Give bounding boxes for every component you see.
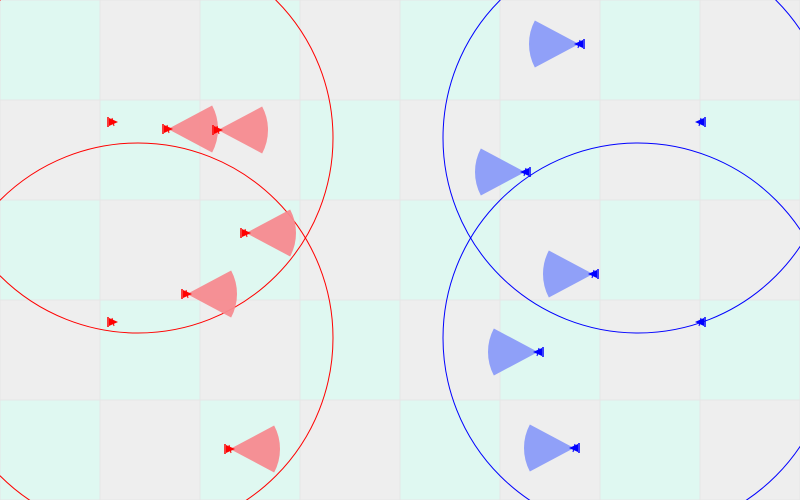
board-tile[interactable] [99, 199, 201, 301]
board-tile[interactable] [99, 99, 201, 201]
unit-tick-mark [577, 39, 581, 49]
red-vision-cone [218, 106, 268, 154]
red-vision-cone [168, 105, 218, 153]
board-tile[interactable] [699, 299, 800, 401]
board-tile[interactable] [699, 0, 800, 101]
unit-tick-mark [698, 117, 702, 127]
red-unit-marker[interactable] [212, 125, 223, 135]
blue-unit-marker[interactable] [533, 347, 544, 357]
board-tile[interactable] [99, 399, 201, 500]
unit-tick-mark [228, 444, 232, 454]
board-tile[interactable] [0, 299, 101, 401]
vision-cones [168, 20, 593, 473]
blue-vision-cone [543, 250, 593, 298]
board-tile[interactable] [399, 0, 501, 101]
blue-unit-marker[interactable] [569, 443, 580, 453]
red-unit-marker[interactable] [181, 289, 192, 299]
unit-tick-mark [591, 269, 595, 279]
unit-tick-mark [111, 317, 115, 327]
board-tile[interactable] [99, 299, 201, 401]
unit-markers[interactable] [107, 39, 706, 454]
blue-unit-marker[interactable] [520, 167, 531, 177]
blue-vision-cone [524, 424, 574, 472]
blue-unit-marker[interactable] [588, 269, 599, 279]
unit-tick-mark [244, 228, 248, 238]
red-vision-cone [246, 209, 296, 257]
unit-tick-mark [216, 125, 220, 135]
unit-tick-mark [698, 317, 702, 327]
unit-tick-mark [572, 443, 576, 453]
board-tile[interactable] [599, 0, 701, 101]
blue-range-circle [442, 142, 800, 500]
blue-vision-cone [488, 328, 538, 376]
board-tile[interactable] [399, 299, 501, 401]
blue-vision-cone [529, 20, 579, 68]
red-range-circle [0, 142, 334, 500]
board-tile[interactable] [299, 199, 401, 301]
board-tile[interactable] [0, 199, 101, 301]
board-tile[interactable] [699, 399, 800, 500]
red-vision-cone [187, 270, 237, 318]
board-tile[interactable] [399, 399, 501, 500]
board-tile[interactable] [199, 0, 301, 101]
blue-unit-marker[interactable] [574, 39, 585, 49]
board-tile[interactable] [199, 299, 301, 401]
board-tile[interactable] [299, 299, 401, 401]
board-tile[interactable] [99, 0, 201, 101]
blue-base-marker[interactable] [695, 117, 706, 127]
board-tile[interactable] [299, 99, 401, 201]
board-tile[interactable] [499, 99, 601, 201]
unit-tick-mark [185, 289, 189, 299]
board-tile[interactable] [0, 399, 101, 500]
board-tile[interactable] [599, 199, 701, 301]
board-tile[interactable] [599, 399, 701, 500]
board-tile[interactable] [699, 199, 800, 301]
board-tile[interactable] [299, 0, 401, 101]
board-tile[interactable] [0, 0, 101, 101]
board-tile[interactable] [599, 99, 701, 201]
red-base-marker[interactable] [107, 117, 118, 127]
red-unit-marker[interactable] [162, 124, 173, 134]
red-unit-marker[interactable] [240, 228, 251, 238]
red-unit-marker[interactable] [224, 444, 235, 454]
unit-tick-mark [536, 347, 540, 357]
board-tile[interactable] [699, 99, 800, 201]
unit-tick-mark [166, 124, 170, 134]
red-base-marker[interactable] [107, 317, 118, 327]
unit-tick-mark [523, 167, 527, 177]
red-range-circle [0, 0, 334, 334]
blue-base-marker[interactable] [695, 317, 706, 327]
unit-tick-mark [111, 117, 115, 127]
red-vision-cone [230, 425, 280, 473]
board-tile[interactable] [599, 299, 701, 401]
blue-range-circle [442, 0, 800, 334]
blue-vision-cone [475, 148, 525, 196]
board-tile[interactable] [299, 399, 401, 500]
